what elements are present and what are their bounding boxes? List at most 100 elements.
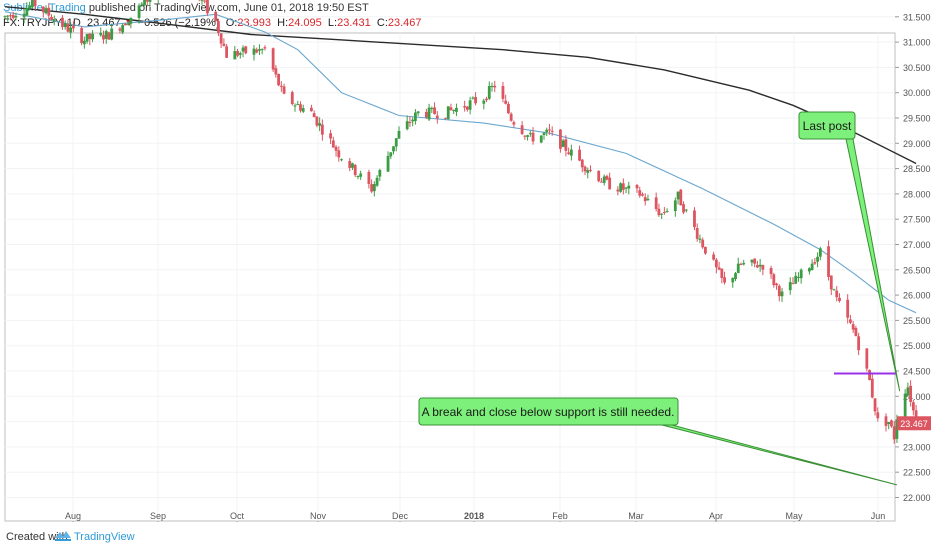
last-post-callout[interactable] [798, 111, 856, 140]
candle-body [567, 152, 571, 155]
candle-body [717, 267, 721, 270]
current-price-label: 23.467 [900, 419, 928, 429]
candle-body [225, 46, 229, 58]
candle-body [236, 50, 239, 56]
candle-body [214, 11, 218, 22]
candle-body [608, 177, 612, 190]
candle-body [799, 269, 803, 279]
candle-body [712, 254, 716, 260]
candle-body [909, 385, 913, 402]
drawings[interactable]: 23.467 Last post A break and close below s… [418, 111, 931, 486]
candle-body [528, 133, 532, 135]
candle-body [219, 33, 223, 44]
candle-body [720, 268, 724, 278]
candle-body [356, 175, 360, 177]
candle-body [569, 149, 573, 156]
candle-body [203, 0, 207, 2]
candle-body [50, 17, 53, 20]
candle-body [695, 228, 699, 239]
y-tick-label: 24.000 [903, 392, 931, 402]
candle-body [129, 17, 133, 24]
candle-body [386, 155, 390, 172]
candle-body [564, 139, 568, 151]
candle-body [846, 299, 850, 318]
candle-body [372, 184, 376, 192]
candle-body [641, 194, 644, 196]
candle-body [892, 426, 896, 440]
candle-body [260, 49, 264, 51]
candle-body [334, 146, 338, 151]
candle-body [9, 15, 12, 17]
candle-body [827, 246, 830, 277]
candle-body [838, 297, 841, 301]
candle-body [69, 27, 73, 33]
candle-body [849, 319, 852, 323]
candle-body [408, 121, 412, 123]
candle-body [627, 185, 631, 189]
support-note-callout[interactable] [418, 397, 679, 426]
candle-body [791, 283, 795, 285]
candle-body [435, 115, 439, 119]
candle-body [884, 416, 888, 426]
candle-body [25, 8, 29, 16]
candle-body [91, 33, 94, 40]
y-tick-label: 30.500 [903, 63, 931, 73]
candle-body [865, 348, 869, 369]
candle-body [222, 43, 226, 46]
candle-body [873, 398, 877, 412]
y-tick-label: 31.500 [903, 12, 931, 22]
candle-body [85, 33, 89, 42]
candle-body [424, 111, 428, 118]
candle-body [780, 291, 784, 297]
candle-body [487, 86, 491, 99]
candle-body [589, 169, 592, 171]
candle-body [676, 191, 680, 200]
candle-body [348, 161, 352, 168]
candle-body [621, 183, 625, 190]
tradingview-link[interactable]: TradingView [74, 531, 135, 543]
candle-body [906, 387, 910, 396]
candle-body [80, 28, 84, 44]
low-value: 23.431 [337, 17, 371, 29]
candle-body [835, 290, 839, 298]
candle-body [241, 47, 245, 52]
candle-body [750, 259, 754, 263]
time-axis[interactable]: Aug Sep Oct Nov Dec 2018 Feb Mar Apr May Jun [65, 511, 885, 522]
candle-body [870, 378, 874, 398]
close-value: 23.467 [387, 17, 422, 29]
candle-body [329, 133, 332, 139]
x-tick-label: Feb [552, 511, 568, 521]
x-tick-label: Jun [871, 511, 886, 521]
candle-body [430, 107, 434, 109]
candle-body [616, 189, 620, 192]
published-text: published on TradingView.com, June 01, 2… [88, 2, 369, 14]
price-chart[interactable]: 32.50032.00031.50031.00030.50030.00029.5… [0, 0, 932, 522]
candle-body [252, 48, 256, 55]
candle-body [602, 176, 606, 183]
candle-body [731, 277, 735, 283]
candle-body [818, 248, 822, 257]
tradingview-logo-icon[interactable] [54, 528, 72, 542]
candle-body [255, 49, 259, 53]
candle-body [665, 210, 669, 212]
candle-body [331, 140, 335, 148]
y-tick-label: 24.500 [903, 367, 931, 377]
candle-body [107, 32, 111, 40]
candle-body [761, 265, 765, 270]
candles [3, 0, 918, 444]
candle-body [758, 264, 762, 267]
candle-body [660, 213, 664, 215]
candle-body [619, 183, 622, 192]
candle-body [148, 0, 152, 2]
candle-body [542, 132, 546, 135]
candle-body [88, 33, 92, 40]
high-label: H: [277, 17, 289, 29]
candle-body [775, 283, 778, 286]
y-tick-label: 26.000 [903, 291, 931, 301]
x-tick-label: Dec [392, 511, 409, 521]
candle-body [684, 209, 688, 211]
candle-body [279, 85, 283, 87]
candle-body [61, 17, 64, 27]
candle-body [832, 289, 836, 291]
y-tick-label: 29.500 [903, 114, 931, 124]
